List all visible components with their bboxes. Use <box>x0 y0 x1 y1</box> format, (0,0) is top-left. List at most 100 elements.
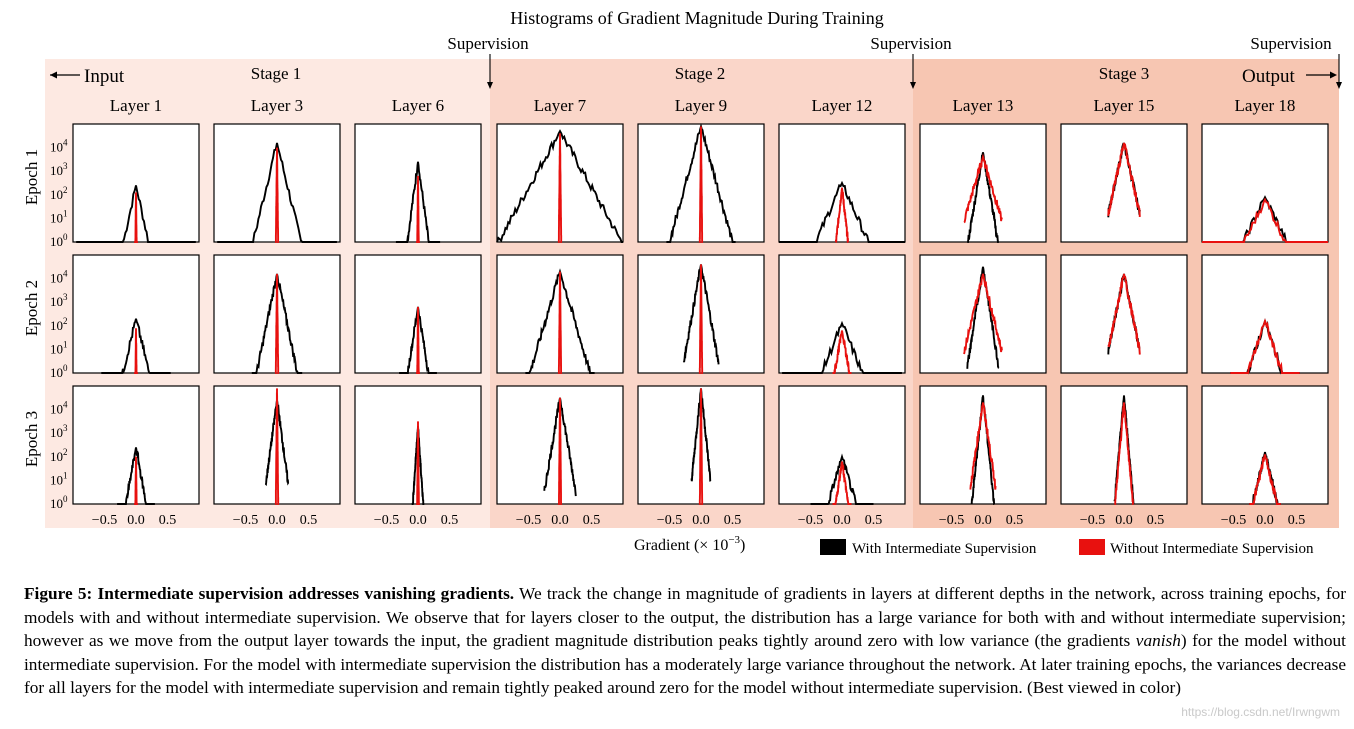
series-without-supervision-line <box>1114 402 1134 505</box>
series-without-supervision-line <box>1230 318 1300 374</box>
x-tick-label: −0.5 <box>798 513 823 528</box>
y-tick-label: 103 <box>50 161 68 178</box>
series-with-supervision-line <box>117 447 155 505</box>
stage-2-label: Stage 2 <box>675 64 726 83</box>
layer-title-1: Layer 1 <box>110 96 162 115</box>
x-tick-label: 0.5 <box>1006 513 1024 528</box>
histogram-panel-e1-l6 <box>778 123 906 243</box>
panel-frame <box>1201 123 1329 243</box>
series-without-supervision-line <box>832 330 852 374</box>
series-without-supervision-line <box>274 273 280 374</box>
x-tick-label: 0.0 <box>551 513 569 528</box>
x-tick-label: 0.0 <box>974 513 992 528</box>
y-tick-label: 100 <box>50 232 68 249</box>
layer-title-8: Layer 15 <box>1094 96 1155 115</box>
legend-label-without: Without Intermediate Supervision <box>1110 541 1314 557</box>
supervision-arrowhead-3 <box>1336 82 1342 89</box>
legend-swatch-without <box>1079 539 1105 555</box>
histogram-panel-e3-l5 <box>637 385 765 505</box>
y-tick-label: 101 <box>50 470 68 487</box>
x-tick-label: −0.5 <box>233 513 258 528</box>
supervision-label-1: Supervision <box>447 34 529 53</box>
supervision-label-2: Supervision <box>870 34 952 53</box>
x-tick-label: −0.5 <box>657 513 682 528</box>
series-with-supervision-line <box>967 152 999 243</box>
series-with-supervision-line <box>101 318 171 375</box>
histogram-panel-e2-l9 <box>1201 254 1329 375</box>
figure-caption: Figure 5: Intermediate supervision addre… <box>24 582 1346 700</box>
y-tick-label: 104 <box>50 269 68 286</box>
layer-title-3: Layer 6 <box>392 96 444 115</box>
supervision-label-3: Supervision <box>1250 34 1332 53</box>
x-tick-label: 0.0 <box>692 513 710 528</box>
histogram-panel-e1-l4 <box>496 123 624 243</box>
stage-3-label: Stage 3 <box>1099 64 1150 83</box>
x-tick-label: −0.5 <box>1221 513 1246 528</box>
x-tick-label: 0.0 <box>833 513 851 528</box>
x-tick-label: 0.0 <box>1115 513 1133 528</box>
panel-frame <box>1060 254 1188 374</box>
y-tick-label: 101 <box>50 339 68 356</box>
caption-emphasis: vanish <box>1135 631 1181 651</box>
x-tick-label: 0.5 <box>1147 513 1165 528</box>
input-label: Input <box>84 66 125 87</box>
series-without-supervision-line <box>557 271 563 374</box>
series-with-supervision-line <box>782 320 902 374</box>
series-without-supervision-line <box>969 402 997 490</box>
panel-frame <box>1201 254 1329 374</box>
series-without-supervision-line <box>557 397 563 505</box>
series-without-supervision-line <box>134 456 138 505</box>
histogram-panel-e1-l3 <box>354 123 482 243</box>
panel-frame <box>778 385 906 505</box>
series-without-supervision-line <box>963 273 1003 355</box>
histogram-panel-e1-l9 <box>1201 123 1329 243</box>
histogram-panel-e3-l6 <box>778 385 906 505</box>
histogram-panel-e1-l5 <box>637 122 765 243</box>
output-arrowhead <box>1330 71 1337 79</box>
caption-text-2: ) for the model without intermediate sup… <box>24 631 1346 698</box>
x-tick-label: 0.0 <box>268 513 286 528</box>
x-axis-label: Gradient (× 10−3) <box>634 534 745 554</box>
supervision-arrowhead-2 <box>910 82 916 89</box>
series-without-supervision-line <box>1107 142 1141 217</box>
y-tick-label: 100 <box>50 494 68 511</box>
series-with-supervision-line <box>970 395 996 505</box>
y-tick-label: 103 <box>50 292 68 309</box>
supervision-arrowhead-1 <box>487 82 493 89</box>
series-without-supervision-line <box>274 147 280 243</box>
series-with-supervision-line <box>810 453 874 505</box>
series-without-supervision-line <box>416 421 420 505</box>
series-without-supervision-line <box>1202 197 1328 243</box>
series-without-supervision-line <box>1249 454 1281 505</box>
x-tick-label: 0.5 <box>865 513 883 528</box>
x-tick-label: −0.5 <box>374 513 399 528</box>
y-tick-label: 102 <box>50 316 68 333</box>
histogram-panel-e3-l3 <box>354 385 482 505</box>
series-with-supervision-line <box>76 185 196 243</box>
series-with-supervision-line <box>217 142 337 243</box>
input-arrowhead <box>50 71 57 79</box>
layer-title-9: Layer 18 <box>1235 96 1296 115</box>
series-without-supervision-line <box>274 388 280 505</box>
series-without-supervision-line <box>698 264 704 374</box>
histogram-panel-e1-l8 <box>1060 123 1188 243</box>
histogram-panel-e3-l8 <box>1060 385 1188 505</box>
series-without-supervision-line <box>134 328 138 374</box>
series-with-supervision-line <box>496 129 623 243</box>
x-tick-label: −0.5 <box>516 513 541 528</box>
caption-text-1: We track the change in magnitude of grad… <box>24 584 1346 651</box>
histogram-panel-e2-l4 <box>496 254 624 374</box>
layer-title-4: Layer 7 <box>534 96 587 115</box>
histogram-panel-e3-l2 <box>213 385 341 505</box>
panel-frame <box>919 123 1047 243</box>
series-without-supervision-line <box>698 126 704 243</box>
series-with-supervision-line <box>395 161 441 243</box>
series-without-supervision-line <box>834 187 849 243</box>
figure-svg: Histograms of Gradient Magnitude During … <box>22 8 1342 557</box>
x-tick-label: 0.5 <box>159 513 177 528</box>
legend-label-with: With Intermediate Supervision <box>852 541 1037 557</box>
figure-title: Histograms of Gradient Magnitude During … <box>510 8 883 28</box>
histogram-panel-e3-l7 <box>919 385 1047 505</box>
series-without-supervision-line <box>1107 273 1141 355</box>
x-tick-label: 0.5 <box>1288 513 1306 528</box>
